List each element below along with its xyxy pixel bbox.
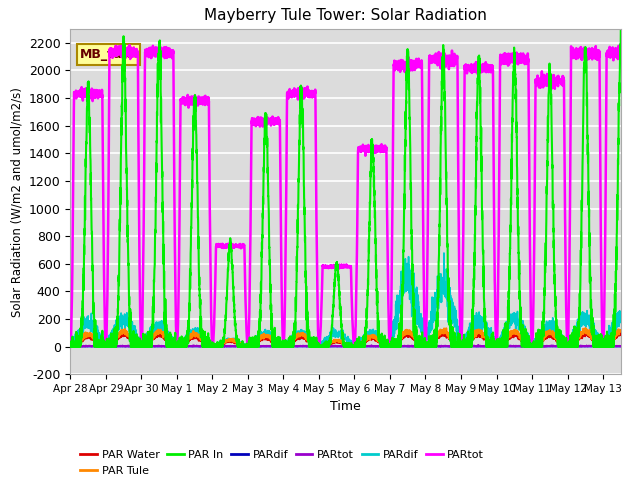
Title: Mayberry Tule Tower: Solar Radiation: Mayberry Tule Tower: Solar Radiation	[204, 9, 487, 24]
X-axis label: Time: Time	[330, 400, 361, 413]
Legend: PAR Water, PAR Tule, PAR In, PARdif, PARtot, PARdif, PARtot: PAR Water, PAR Tule, PAR In, PARdif, PAR…	[76, 445, 488, 480]
Text: MB_tule: MB_tule	[80, 48, 136, 61]
Y-axis label: Solar Radiation (W/m2 and umol/m2/s): Solar Radiation (W/m2 and umol/m2/s)	[10, 87, 23, 316]
